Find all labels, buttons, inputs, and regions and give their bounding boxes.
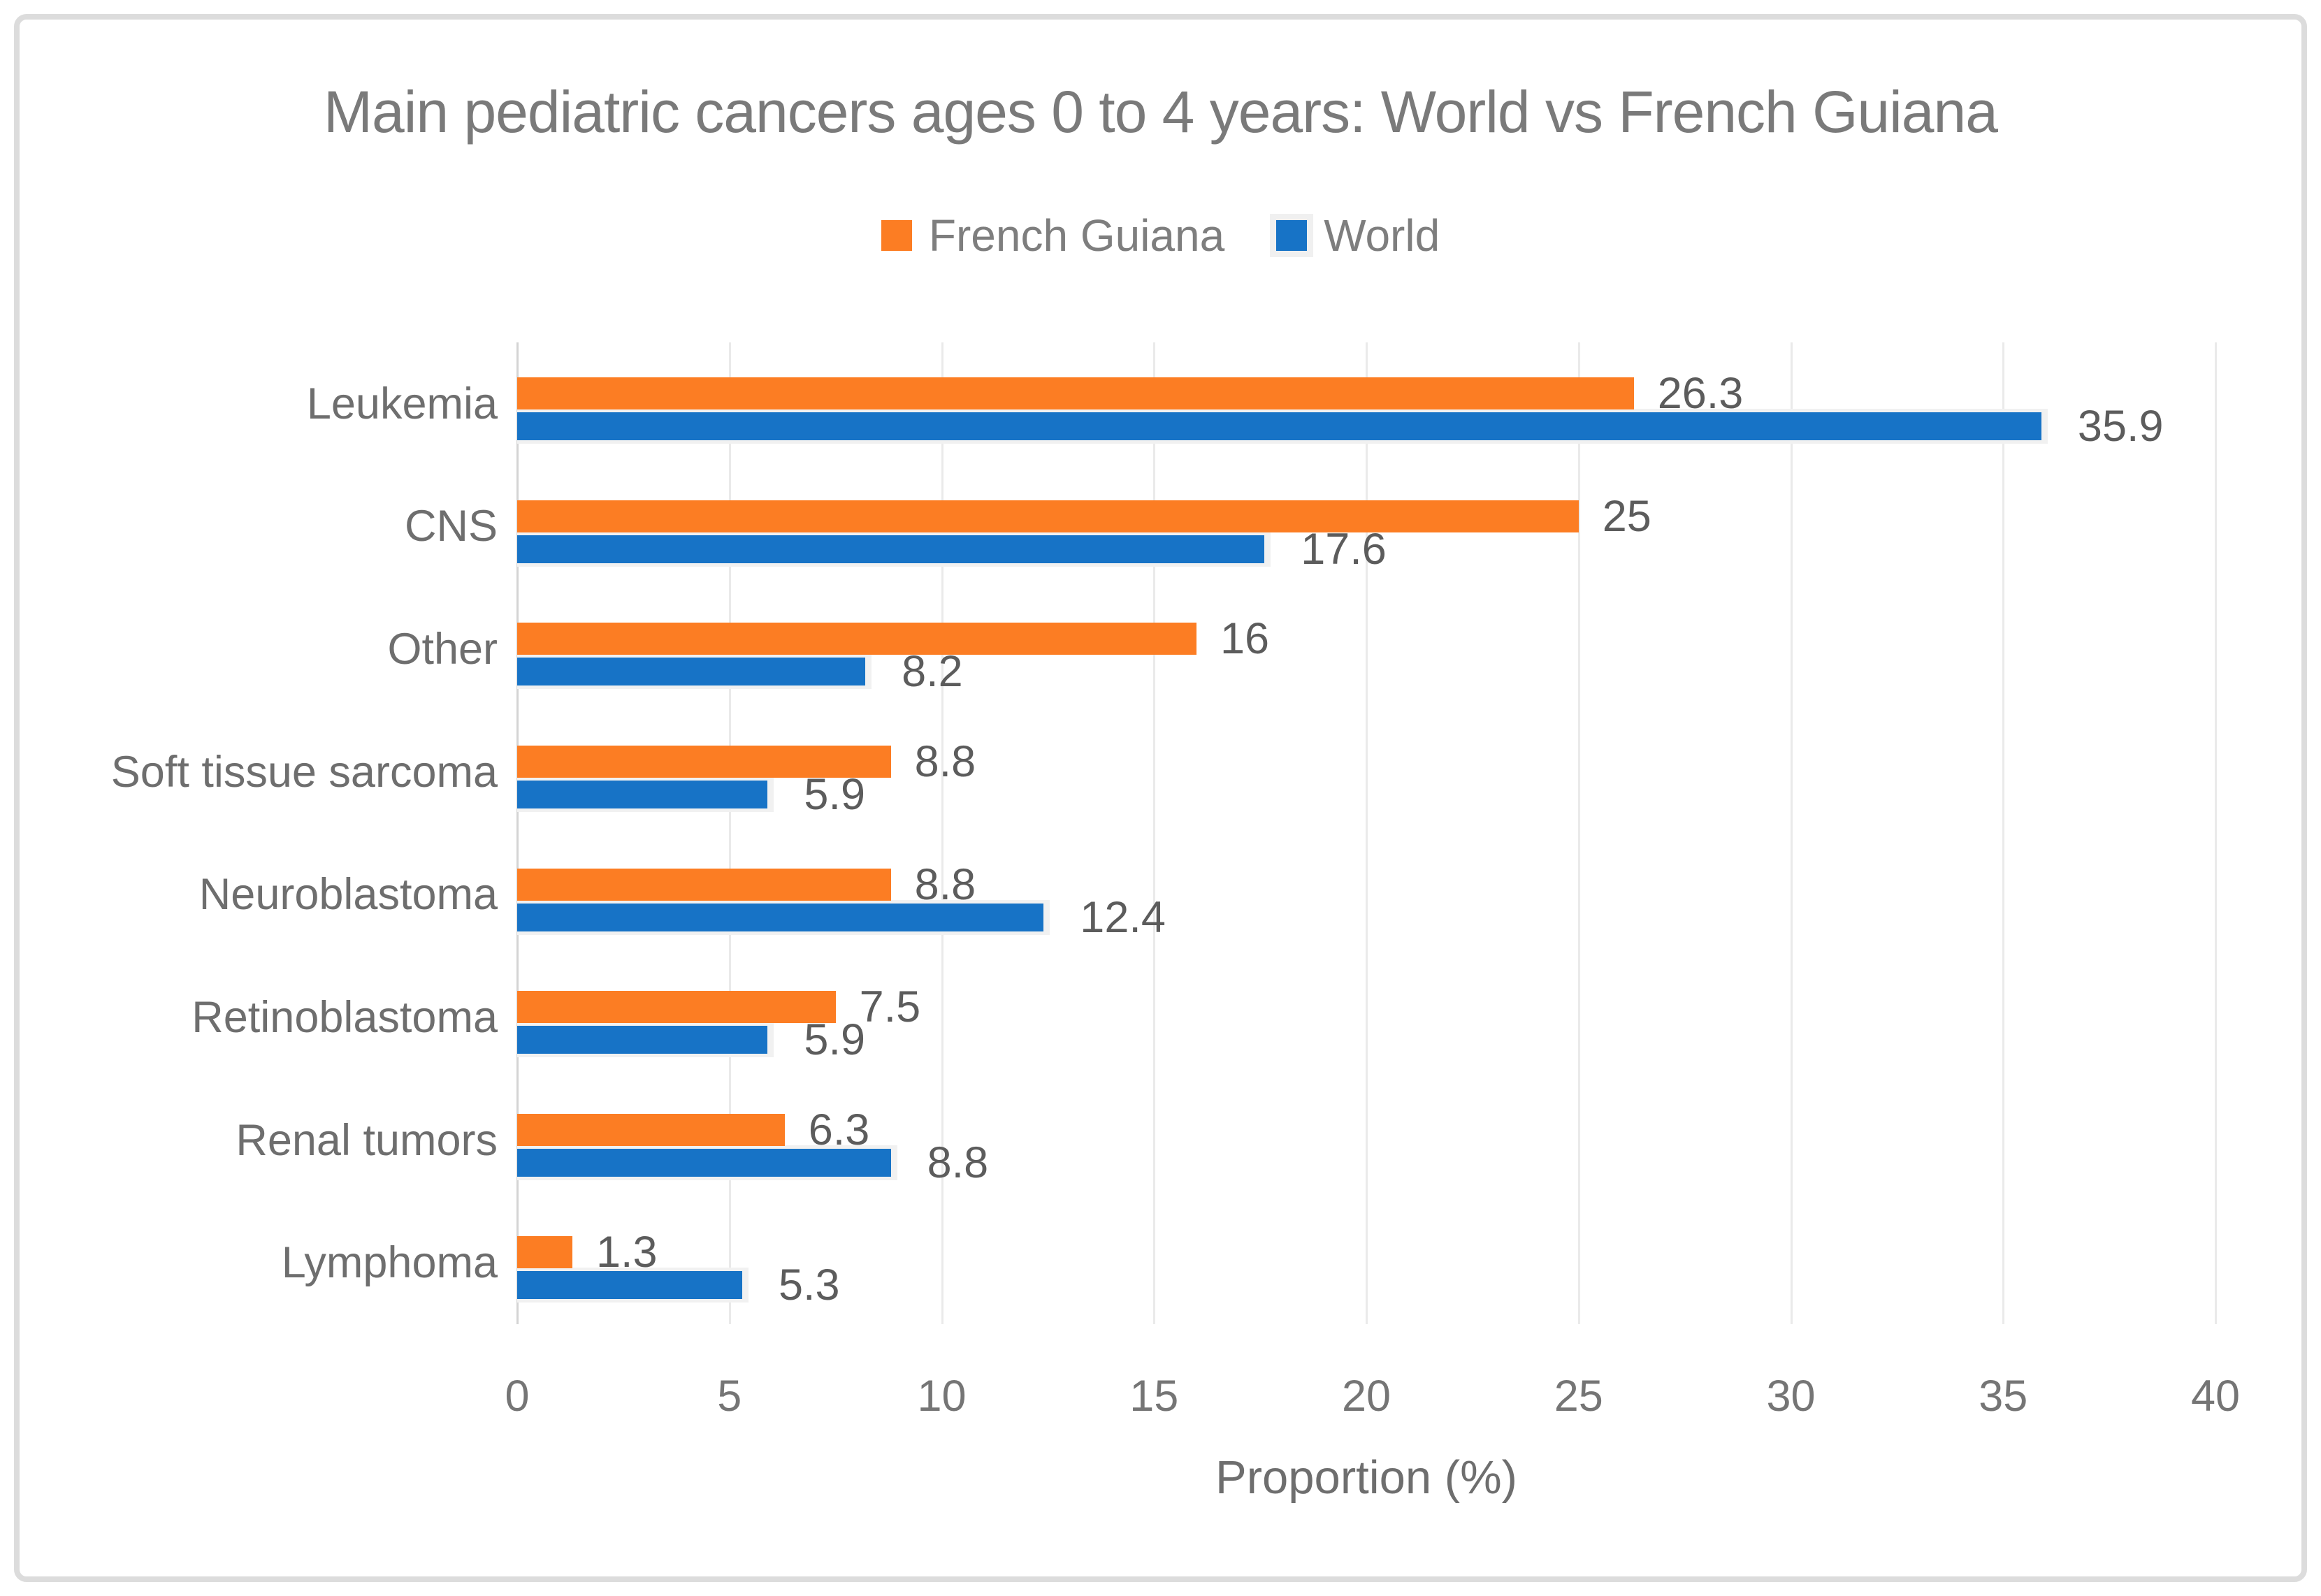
- bar-wrap: 8.8: [517, 1138, 2215, 1187]
- gridline: [2215, 342, 2217, 1324]
- bar-french-guiana: [517, 745, 891, 778]
- bar-french-guiana: [517, 868, 891, 901]
- plot-area: 26.3 35.9 25 17.6 16 8.2 8.8 5.9 8.8 12.4 7.5 5.9 6.…: [516, 342, 2217, 1324]
- x-tick-label: 20: [1341, 1372, 1391, 1421]
- gridline: [728, 342, 731, 1324]
- bar-group-lymphoma: 1.3 5.3: [517, 1201, 2215, 1324]
- x-tick-label: 30: [1766, 1372, 1816, 1421]
- data-label: 8.2: [902, 647, 963, 697]
- bar-wrap: 5.9: [517, 1015, 2215, 1064]
- data-label: 8.8: [914, 859, 976, 909]
- data-label: 25: [1602, 491, 1651, 541]
- bar-world: [517, 535, 1265, 563]
- bar-wrap: 17.6: [517, 525, 2215, 574]
- category-label: Renal tumors: [236, 1115, 498, 1165]
- category-label: Leukemia: [306, 379, 498, 428]
- data-label: 5.9: [804, 1015, 866, 1065]
- gridline: [1790, 342, 1793, 1324]
- data-label: 16: [1220, 614, 1270, 664]
- bar-wrap: 5.9: [517, 770, 2215, 819]
- legend-item-world: World: [1276, 210, 1440, 261]
- bar-wrap: 8.2: [517, 647, 2215, 696]
- x-tick-label: 25: [1554, 1372, 1603, 1421]
- bar-group-retinoblastoma: 7.5 5.9: [517, 956, 2215, 1079]
- bar-wrap: 25: [517, 492, 2215, 541]
- data-label: 1.3: [595, 1228, 658, 1277]
- legend-swatch-french-guiana-icon: [881, 220, 912, 251]
- data-label: 7.5: [859, 982, 921, 1032]
- bar-group-neuroblastoma: 8.8 12.4: [517, 834, 2215, 957]
- bar-wrap: 16: [517, 614, 2215, 663]
- x-tick-label: 5: [717, 1372, 742, 1421]
- bar-wrap: 1.3: [517, 1228, 2215, 1277]
- bar-group-cns: 25 17.6: [517, 465, 2215, 588]
- category-label: Other: [387, 625, 498, 674]
- gridline: [1366, 342, 1368, 1324]
- bar-world: [517, 1148, 891, 1177]
- chart-title: Main pediatric cancers ages 0 to 4 years…: [324, 79, 1998, 145]
- gridline: [1153, 342, 1156, 1324]
- bar-group-renal-tumors: 6.3 8.8: [517, 1079, 2215, 1202]
- bar-wrap: 12.4: [517, 893, 2215, 942]
- gridline: [941, 342, 943, 1324]
- gridline: [1577, 342, 1580, 1324]
- bar-french-guiana: [517, 500, 1579, 532]
- data-label: 26.3: [1657, 369, 1744, 418]
- data-label: 12.4: [1080, 892, 1166, 942]
- bar-wrap: 7.5: [517, 982, 2215, 1031]
- bar-french-guiana: [517, 377, 1634, 409]
- legend-item-french-guiana: French Guiana: [881, 210, 1224, 261]
- x-tick-label: 40: [2190, 1372, 2241, 1421]
- gridline: [2002, 342, 2005, 1324]
- data-label: 35.9: [2077, 402, 2164, 451]
- bar-wrap: 35.9: [517, 402, 2215, 451]
- bar-world: [517, 1026, 768, 1054]
- x-tick-label: 0: [505, 1372, 530, 1421]
- bar-french-guiana: [517, 1236, 572, 1269]
- bar-french-guiana: [517, 991, 836, 1024]
- data-label: 8.8: [914, 737, 976, 786]
- bar-world: [517, 1271, 742, 1300]
- category-label: CNS: [404, 502, 498, 551]
- x-tick-label: 10: [917, 1372, 967, 1421]
- legend-label: World: [1324, 210, 1440, 261]
- bar-wrap: 5.3: [517, 1261, 2215, 1310]
- bar-group-leukemia: 26.3 35.9: [517, 342, 2215, 465]
- bar-wrap: 8.8: [517, 860, 2215, 909]
- legend: French Guiana World: [0, 210, 2321, 261]
- x-tick-label: 35: [1979, 1372, 2028, 1421]
- chart-frame: [14, 14, 2307, 1582]
- data-label: 17.6: [1301, 524, 1387, 574]
- legend-swatch-world-icon: [1276, 220, 1308, 251]
- bar-french-guiana: [517, 623, 1196, 655]
- legend-label: French Guiana: [928, 210, 1225, 261]
- value-axis-line: [516, 342, 519, 1324]
- x-tick-label: 15: [1129, 1372, 1179, 1421]
- data-label: 6.3: [808, 1105, 870, 1154]
- category-label: Lymphoma: [281, 1238, 498, 1288]
- bar-world: [517, 412, 2041, 440]
- bar-group-other: 16 8.2: [517, 588, 2215, 711]
- category-label: Retinoblastoma: [191, 992, 498, 1042]
- bar-wrap: 8.8: [517, 737, 2215, 786]
- x-axis-ticks: 0 5 10 15 20 25 30 35 40: [505, 1371, 2240, 1421]
- bar-wrap: 26.3: [517, 369, 2215, 418]
- data-label: 5.3: [778, 1261, 840, 1310]
- category-axis: Leukemia CNS Other Soft tissue sarcoma Neuro…: [0, 342, 498, 1324]
- bar-group-soft-tissue-sarcoma: 8.8 5.9: [517, 711, 2215, 834]
- bar-wrap: 6.3: [517, 1105, 2215, 1154]
- data-label: 8.8: [927, 1138, 989, 1187]
- bar-world: [517, 658, 866, 686]
- bar-world: [517, 903, 1044, 931]
- x-axis-title: Proportion (%): [1215, 1451, 1517, 1504]
- category-label: Soft tissue sarcoma: [110, 747, 498, 797]
- bar-french-guiana: [517, 1113, 785, 1146]
- data-label: 5.9: [804, 769, 866, 819]
- bar-world: [517, 780, 768, 808]
- category-label: Neuroblastoma: [198, 870, 498, 920]
